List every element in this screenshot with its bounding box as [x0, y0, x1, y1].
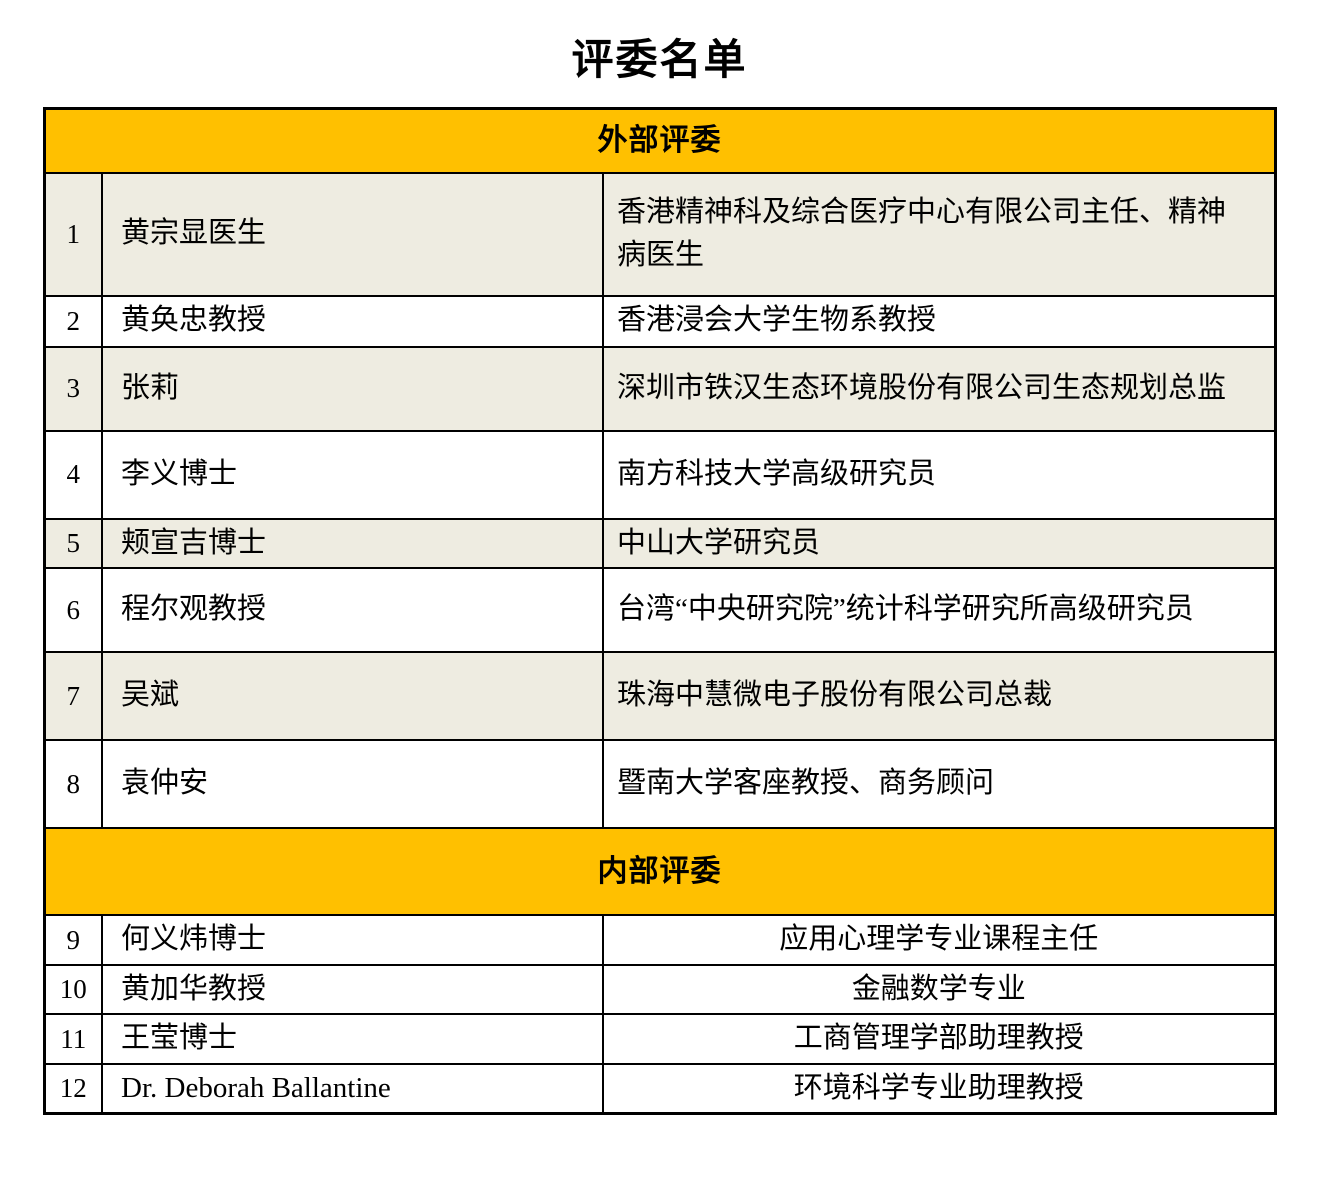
table-row: 5 颊宣吉博士 中山大学研究员 — [43, 517, 1276, 569]
section-header-row: 外部评委 — [43, 107, 1276, 174]
judge-name-cell: 袁仲安 — [101, 739, 604, 829]
judge-name-cell: Dr. Deborah Ballantine — [101, 1062, 604, 1115]
row-number-cell: 12 — [43, 1062, 103, 1115]
affiliation-cell: 珠海中慧微电子股份有限公司总裁 — [602, 651, 1276, 741]
table-row: 3 张莉 深圳市铁汉生态环境股份有限公司生态规划总监 — [43, 345, 1276, 432]
row-number-cell: 11 — [43, 1013, 103, 1065]
table-row: 11 王莹博士 工商管理学部助理教授 — [43, 1013, 1276, 1065]
row-number-cell: 3 — [43, 345, 103, 432]
table-row: 10 黄加华教授 金融数学专业 — [43, 963, 1276, 1015]
judges-table: 外部评委 1 黄宗显医生 香港精神科及综合医疗中心有限公司主任、精神病医生 2 黄奂忠教授… — [42, 107, 1277, 1115]
table-row: 7 吴斌 珠海中慧微电子股份有限公司总裁 — [43, 651, 1276, 741]
judge-name-cell: 王莹博士 — [101, 1013, 604, 1065]
affiliation-cell: 南方科技大学高级研究员 — [602, 429, 1276, 520]
judge-name-cell: 何义炜博士 — [101, 914, 604, 966]
affiliation-cell: 中山大学研究员 — [602, 517, 1276, 569]
judge-name-cell: 颊宣吉博士 — [101, 517, 604, 569]
row-number-cell: 2 — [43, 294, 103, 348]
judge-name-cell: 黄加华教授 — [101, 963, 604, 1015]
judge-name-cell: 李义博士 — [101, 429, 604, 520]
table-row: 6 程尔观教授 台湾“中央研究院”统计科学研究所高级研究员 — [43, 567, 1276, 653]
judge-name-cell: 张莉 — [101, 345, 604, 432]
judge-name-cell: 吴斌 — [101, 651, 604, 741]
judge-name-cell: 程尔观教授 — [101, 567, 604, 653]
row-number-cell: 5 — [43, 517, 103, 569]
section-header-row: 内部评委 — [43, 827, 1276, 916]
section-header: 内部评委 — [43, 827, 1276, 916]
affiliation-cell: 香港精神科及综合医疗中心有限公司主任、精神病医生 — [602, 171, 1276, 297]
table-row: 8 袁仲安 暨南大学客座教授、商务顾问 — [43, 739, 1276, 829]
row-number-cell: 1 — [43, 171, 103, 297]
page-title: 评委名单 — [571, 36, 748, 83]
judge-name-cell: 黄宗显医生 — [101, 171, 604, 297]
row-number-cell: 10 — [43, 963, 103, 1015]
affiliation-cell: 台湾“中央研究院”统计科学研究所高级研究员 — [602, 567, 1276, 653]
table-row: 1 黄宗显医生 香港精神科及综合医疗中心有限公司主任、精神病医生 — [43, 171, 1276, 297]
table-row: 4 李义博士 南方科技大学高级研究员 — [43, 429, 1276, 520]
affiliation-cell: 香港浸会大学生物系教授 — [602, 294, 1276, 348]
affiliation-cell: 金融数学专业 — [602, 963, 1276, 1015]
table-row: 9 何义炜博士 应用心理学专业课程主任 — [43, 914, 1276, 966]
table-row: 2 黄奂忠教授 香港浸会大学生物系教授 — [43, 294, 1276, 348]
affiliation-cell: 应用心理学专业课程主任 — [602, 914, 1276, 966]
row-number-cell: 7 — [43, 651, 103, 741]
affiliation-cell: 暨南大学客座教授、商务顾问 — [602, 739, 1276, 829]
row-number-cell: 9 — [43, 914, 103, 966]
judges-table-body: 外部评委 1 黄宗显医生 香港精神科及综合医疗中心有限公司主任、精神病医生 2 黄奂忠教授… — [43, 107, 1276, 1115]
affiliation-cell: 深圳市铁汉生态环境股份有限公司生态规划总监 — [602, 345, 1276, 432]
row-number-cell: 8 — [43, 739, 103, 829]
affiliation-cell: 环境科学专业助理教授 — [602, 1062, 1276, 1115]
table-row: 12 Dr. Deborah Ballantine 环境科学专业助理教授 — [43, 1062, 1276, 1115]
row-number-cell: 6 — [43, 567, 103, 653]
judge-name-cell: 黄奂忠教授 — [101, 294, 604, 348]
affiliation-cell: 工商管理学部助理教授 — [602, 1013, 1276, 1065]
section-header: 外部评委 — [43, 107, 1276, 174]
row-number-cell: 4 — [43, 429, 103, 520]
